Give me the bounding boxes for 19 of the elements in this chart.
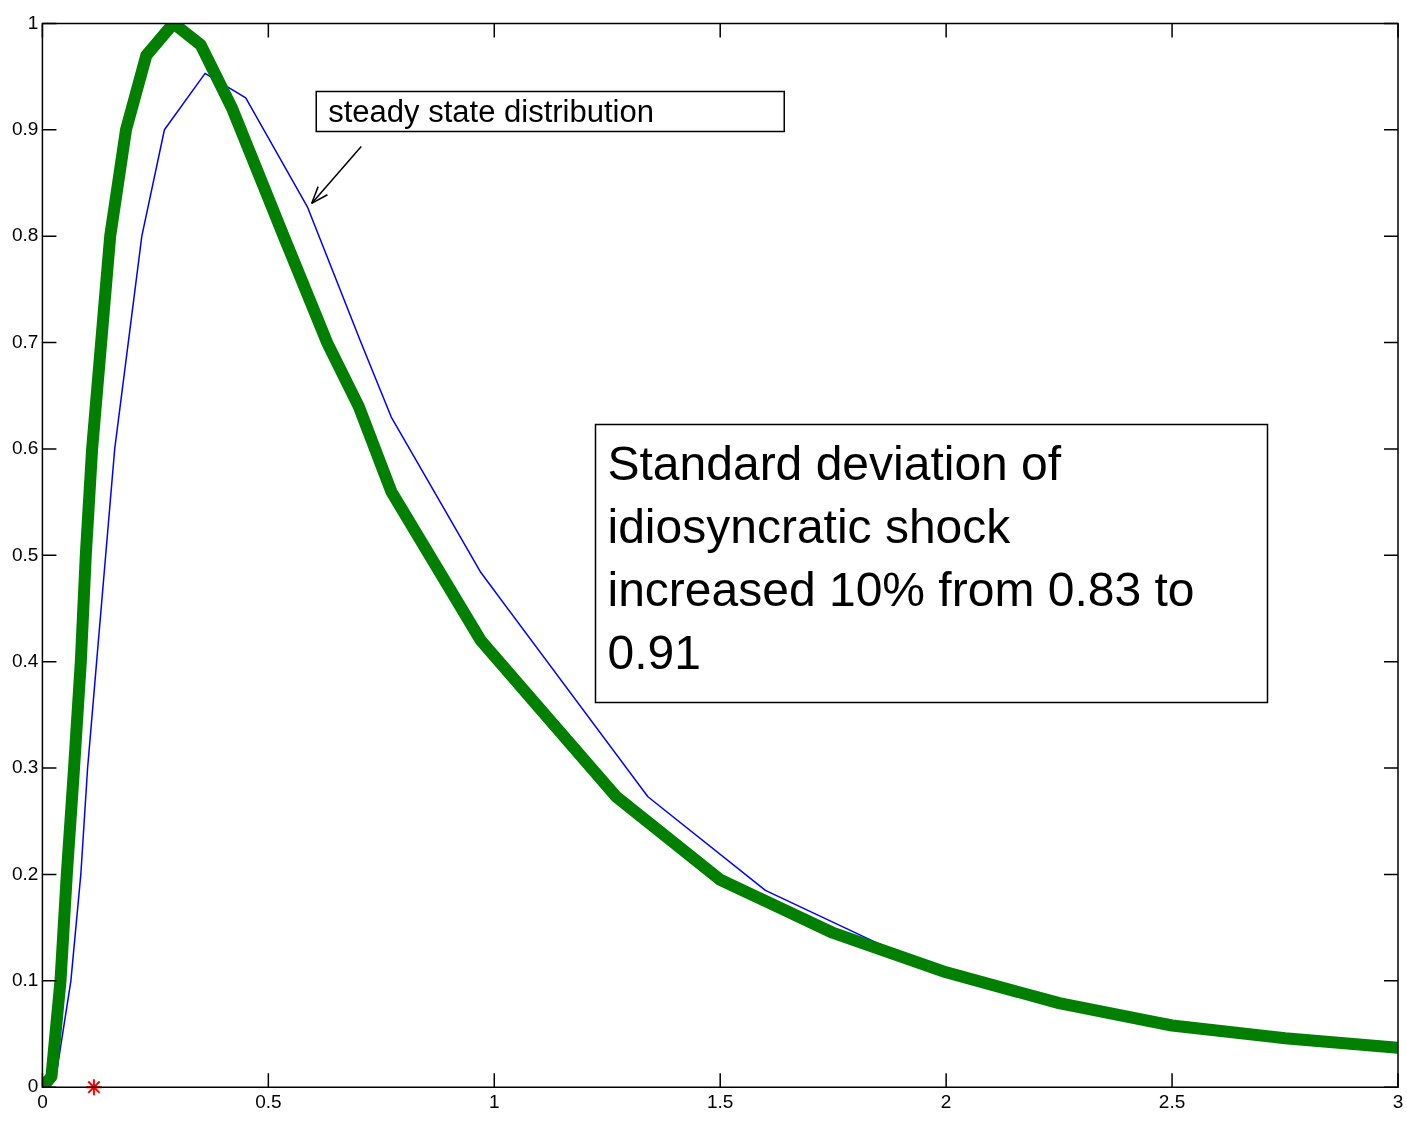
y-tick-label: 0.2 xyxy=(11,862,39,884)
y-tick-label: 0.8 xyxy=(11,224,39,246)
y-tick-label: 0.3 xyxy=(11,756,39,778)
annotation: Standard deviation of idiosyncratic shock increased 10% from 0.83 to 0.91 xyxy=(607,436,1195,679)
x-tick-label: 1.5 xyxy=(707,1090,734,1112)
y-tick-label: 1 xyxy=(27,11,39,33)
x-tick-label: 2.5 xyxy=(1158,1090,1186,1112)
y-tick-label: 0.4 xyxy=(11,649,39,671)
y-tick-label: 0.9 xyxy=(11,118,39,140)
x-tick-label: 0.5 xyxy=(255,1090,282,1112)
y-tick-label: 0.6 xyxy=(11,437,39,459)
y-tick-label: 0 xyxy=(27,1075,39,1097)
x-tick-label: 1 xyxy=(488,1090,500,1112)
y-tick-label: 0.1 xyxy=(11,969,39,991)
y-tick-label: 0.5 xyxy=(11,543,39,565)
annotation: steady state distribution xyxy=(328,93,654,129)
x-tick-label: 2 xyxy=(940,1090,952,1112)
x-tick-label: 3 xyxy=(1392,1090,1404,1112)
y-tick-label: 0.7 xyxy=(11,330,39,352)
